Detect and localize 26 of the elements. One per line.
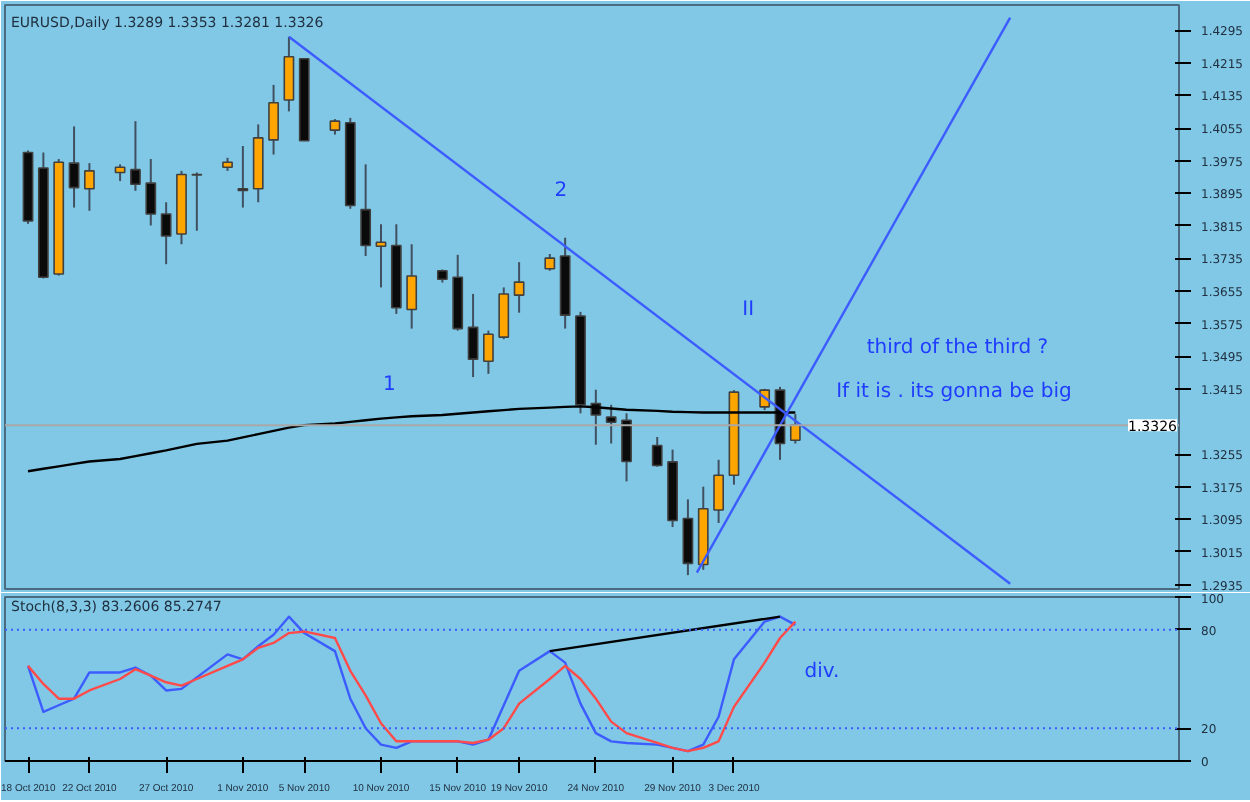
candlestick [130, 120, 141, 192]
annotation: II [742, 299, 755, 322]
candlestick [483, 329, 494, 375]
annotation: 1 [383, 373, 396, 396]
candlestick [467, 292, 479, 379]
candlestick [268, 83, 279, 156]
candlestick [160, 201, 172, 266]
candlestick [191, 171, 203, 232]
candlestick [498, 286, 510, 341]
candlestick [682, 498, 694, 577]
candlestick [283, 35, 295, 113]
candlestick [789, 413, 801, 445]
annotation: 2 [554, 180, 568, 203]
annotation: div. [804, 660, 840, 683]
annotation: If it is . its gonna be big [836, 380, 1072, 403]
candlestick [513, 261, 525, 314]
candlestick [237, 145, 249, 209]
candlestick [651, 435, 663, 468]
candlestick [360, 163, 372, 258]
candlestick [145, 158, 157, 227]
candlestick [68, 125, 80, 209]
candlestick [375, 223, 387, 289]
candlestick [84, 162, 95, 212]
candlestick [713, 458, 725, 524]
annotation: third of the third ? [866, 336, 1049, 359]
candlestick [406, 243, 418, 330]
